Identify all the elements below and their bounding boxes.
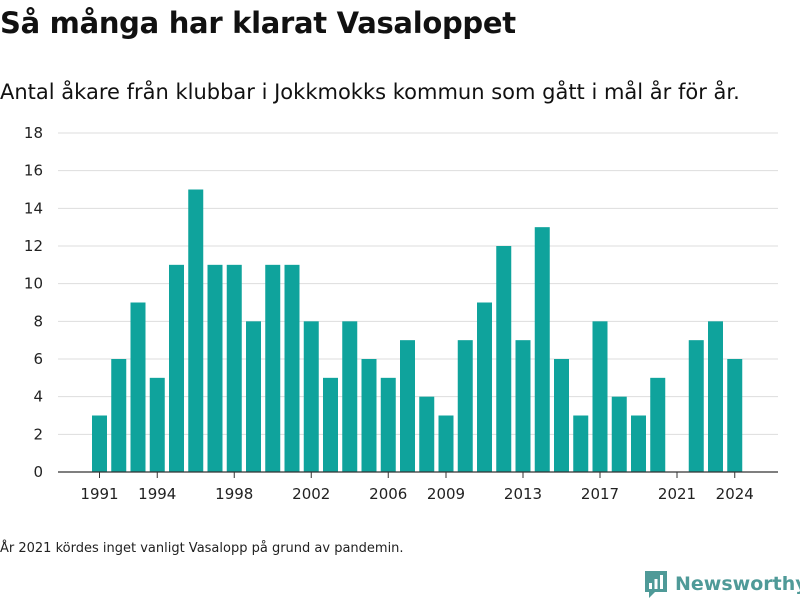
bar-2016 [573, 415, 589, 472]
bar-1995 [169, 264, 184, 472]
bar-2006 [380, 377, 396, 472]
bar-2012 [496, 246, 512, 472]
bar-1997 [207, 264, 223, 472]
x-tick-label: 2002 [292, 485, 330, 503]
bar-2009 [438, 415, 454, 472]
y-tick-label: 2 [33, 425, 43, 443]
y-tick-label: 12 [24, 237, 43, 255]
y-tick-label: 16 [24, 162, 43, 180]
x-tick-label: 2006 [369, 485, 407, 503]
bar-chart: 0 2 4 6 8 10 12 14 16 18 1991 1994 1998 2002 2006 2009… [24, 124, 778, 503]
chart-title: Så många har klarat Vasaloppet [0, 6, 516, 40]
brand-name: Newsworthy [675, 573, 800, 595]
x-tick-label: 1998 [215, 485, 253, 503]
bar-2004 [342, 321, 358, 472]
bar-2022 [688, 340, 704, 472]
x-tick-label: 2021 [658, 485, 696, 503]
bar-2014 [534, 227, 550, 472]
y-tick-label: 4 [33, 388, 43, 406]
y-tick-label: 10 [24, 275, 43, 293]
x-tick-label: 2009 [427, 485, 465, 503]
bar-2002 [303, 321, 319, 472]
bar-2007 [400, 340, 415, 472]
brand-logo: Newsworthy [643, 568, 800, 600]
x-tick-label: 1991 [80, 485, 118, 503]
bar-1999 [246, 321, 261, 472]
y-tick-label: 14 [24, 199, 43, 217]
bars [92, 189, 743, 472]
gridlines [58, 132, 778, 435]
y-tick-label: 0 [33, 463, 43, 481]
bar-1998 [226, 264, 242, 472]
newsworthy-logo-icon [645, 571, 667, 598]
x-axis: 1991 1994 1998 2002 2006 2009 2013 2017 2021 2024 [58, 471, 778, 503]
x-tick-label: 2017 [581, 485, 619, 503]
bar-2017 [592, 321, 608, 472]
x-tick-label: 2013 [504, 485, 542, 503]
y-tick-label: 18 [24, 124, 43, 142]
bar-2023 [708, 321, 723, 472]
x-tick-label: 1994 [138, 485, 176, 503]
bar-1992 [111, 359, 127, 472]
y-tick-label: 6 [33, 350, 43, 368]
bar-2015 [554, 359, 569, 472]
bar-1993 [130, 302, 146, 472]
bar-2010 [457, 340, 473, 472]
bar-2001 [284, 264, 300, 472]
bar-1996 [188, 189, 204, 472]
x-tick-label: 2024 [716, 485, 754, 503]
bar-2003 [323, 377, 338, 472]
footnote: År 2021 kördes inget vanligt Vasalopp på… [0, 541, 404, 556]
bar-2005 [361, 359, 377, 472]
bar-2020 [650, 377, 666, 472]
bar-1994 [149, 377, 165, 472]
bar-2024 [727, 359, 743, 472]
bar-2018 [611, 396, 627, 472]
bar-2000 [265, 264, 281, 472]
chart-subtitle: Antal åkare från klubbar i Jokkmokks kom… [0, 80, 740, 104]
y-tick-label: 8 [33, 312, 43, 330]
bar-2008 [419, 396, 435, 472]
y-axis-tick-labels: 0 2 4 6 8 10 12 14 16 18 [24, 124, 43, 481]
bar-2013 [515, 340, 531, 472]
bar-2019 [631, 415, 646, 472]
bar-2011 [477, 302, 492, 472]
bar-1991 [92, 415, 107, 472]
